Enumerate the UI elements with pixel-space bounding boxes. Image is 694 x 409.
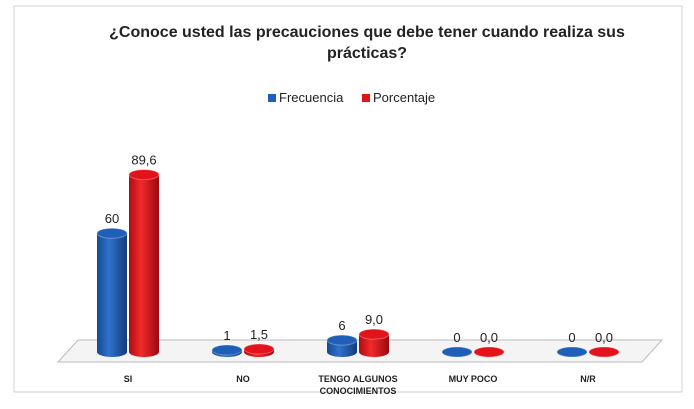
value-label: 1,5: [250, 327, 268, 342]
value-label: 6: [338, 318, 345, 333]
bar: [326, 334, 358, 357]
bar-body: [359, 334, 389, 352]
bar: [128, 169, 160, 357]
legend-swatch: [268, 94, 276, 102]
value-label: 0,0: [480, 330, 498, 345]
x-tick-label: MUY POCO: [448, 374, 498, 384]
chart-title: ¿Conoce usted las precauciones que debe …: [109, 24, 625, 62]
x-tick-label: NO: [236, 374, 250, 384]
bar: [441, 346, 473, 358]
value-label: 0: [453, 330, 460, 345]
value-label: 9,0: [365, 312, 383, 327]
bar-top: [556, 346, 588, 358]
bar-top: [588, 346, 620, 358]
x-tick-label: TENGO ALGUNOS CONOCIMIENTOS: [318, 374, 398, 396]
legend-label: Porcentaje: [373, 90, 436, 105]
bar: [211, 344, 243, 357]
bar: [358, 328, 390, 357]
bar-body: [129, 174, 159, 352]
bar-top: [326, 334, 358, 346]
bar: [243, 343, 275, 357]
bar-body: [327, 340, 357, 352]
value-label: 60: [105, 211, 119, 226]
value-label: 1: [223, 328, 230, 343]
x-tick-label: SI: [123, 374, 133, 384]
legend-swatch: [362, 94, 370, 102]
value-label: 0: [568, 330, 575, 345]
bar-top: [243, 343, 275, 355]
bar-top: [358, 328, 390, 340]
value-label: 89,6: [131, 153, 156, 168]
bar: [473, 346, 505, 358]
bar-top: [441, 346, 473, 358]
bar-body: [97, 233, 127, 352]
bar-top: [96, 227, 128, 239]
x-tick-label: N/R: [580, 374, 596, 384]
bar-top: [473, 346, 505, 358]
bar-top: [128, 169, 160, 181]
value-label: 0,0: [595, 330, 613, 345]
bar: [96, 227, 128, 357]
bar: [556, 346, 588, 358]
bar-top: [211, 344, 243, 356]
bar: [588, 346, 620, 358]
legend-label: Frecuencia: [279, 90, 344, 105]
frame: [13, 5, 683, 393]
